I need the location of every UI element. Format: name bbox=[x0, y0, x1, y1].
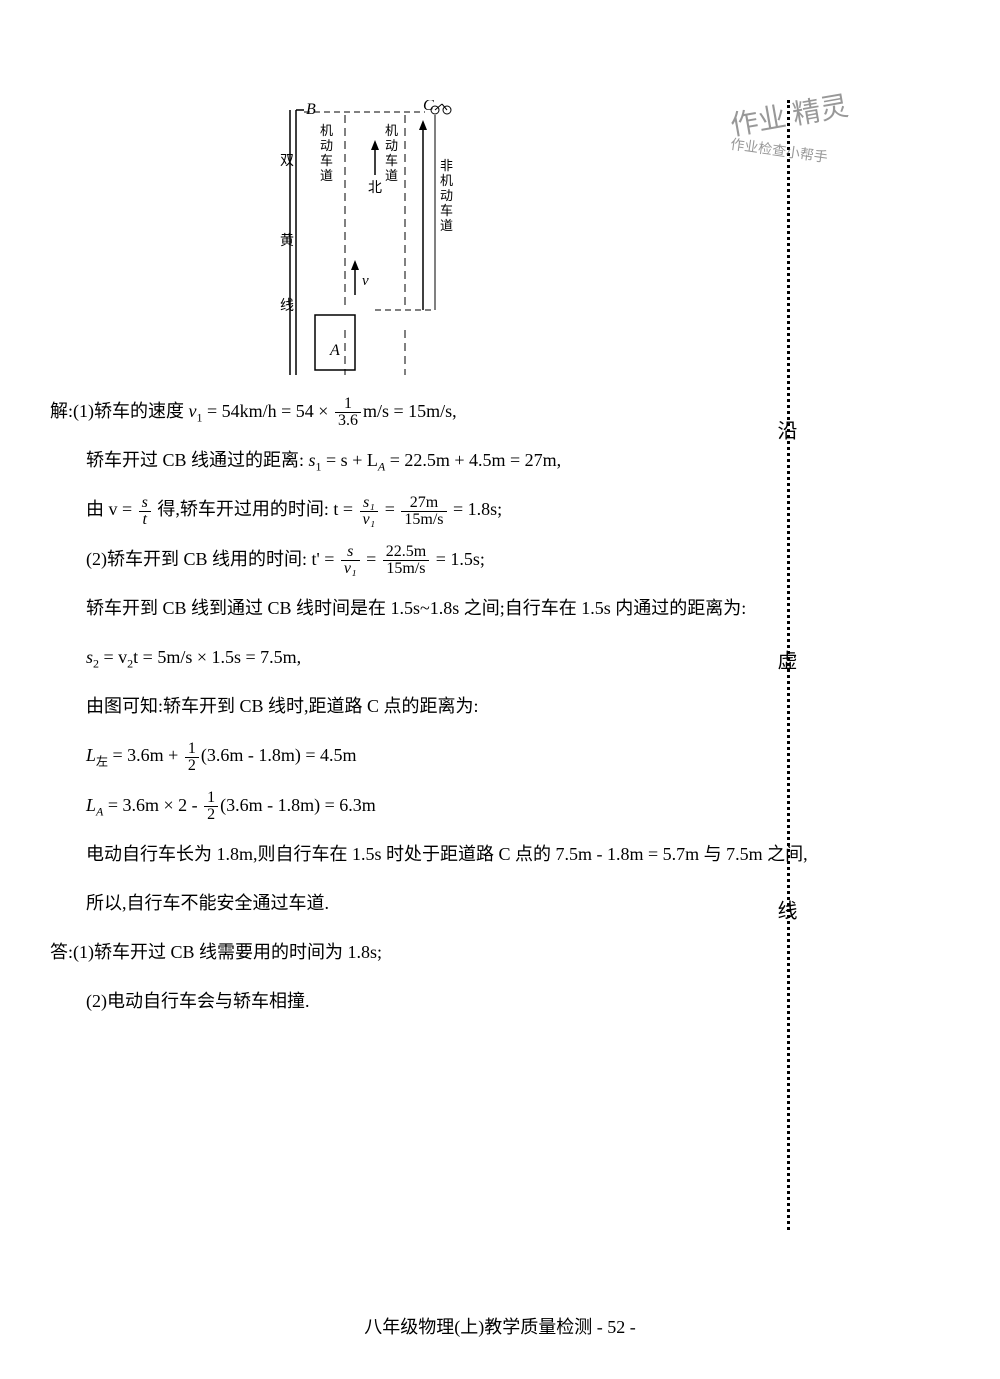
text: (2)电动自行车会与轿车相撞. bbox=[86, 991, 310, 1011]
solution-line-1: 解:(1)轿车的速度 v1 = 54km/h = 54 × 13.6m/s = … bbox=[50, 390, 770, 433]
text: 轿车开到 CB 线到通过 CB 线时间是在 1.5s~1.8s 之间;自行车在 … bbox=[86, 598, 746, 618]
text: = s + L bbox=[322, 450, 378, 470]
text: 答:(1)轿车开过 CB 线需要用的时间为 1.8s; bbox=[50, 942, 382, 962]
var-v: v bbox=[189, 401, 197, 421]
solution-line-3: 由 v = st 得,轿车开过用的时间: t = s₁v₁ = 27m15m/s… bbox=[50, 488, 770, 531]
page-footer: 八年级物理(上)教学质量检测 - 52 - bbox=[0, 1313, 1000, 1339]
svg-text:道: 道 bbox=[440, 218, 453, 233]
sub: 左 bbox=[96, 755, 108, 769]
watermark-sub: 作业检查小帮手 bbox=[729, 133, 851, 170]
text: = 1.5s; bbox=[431, 549, 485, 569]
svg-text:A: A bbox=[329, 342, 340, 359]
svg-text:双: 双 bbox=[280, 153, 294, 169]
fraction: s₁v₁ bbox=[360, 495, 379, 528]
svg-text:北: 北 bbox=[368, 180, 382, 196]
svg-text:动: 动 bbox=[385, 138, 398, 153]
var: L bbox=[86, 745, 96, 765]
fraction: st bbox=[139, 495, 151, 528]
text: 轿车开过 CB 线通过的距离: bbox=[86, 450, 309, 470]
svg-text:动: 动 bbox=[320, 138, 333, 153]
var: L bbox=[86, 795, 96, 815]
watermark-stamp: 作业 精灵 作业检查小帮手 bbox=[730, 100, 850, 220]
text: = 1.8s; bbox=[449, 499, 503, 519]
svg-text:非: 非 bbox=[440, 158, 453, 173]
text: (3.6m - 1.8m) = 4.5m bbox=[201, 745, 357, 765]
svg-text:C: C bbox=[423, 100, 434, 114]
solution-line-8: L左 = 3.6m + 12(3.6m - 1.8m) = 4.5m bbox=[50, 734, 770, 777]
margin-char: 沿 bbox=[771, 420, 800, 440]
solution-line-9: LA = 3.6m × 2 - 12(3.6m - 1.8m) = 6.3m bbox=[50, 784, 770, 827]
text: 由 v = bbox=[86, 499, 137, 519]
text: 电动自行车长为 1.8m,则自行车在 1.5s 时处于距道路 C 点的 7.5m… bbox=[86, 844, 808, 864]
text: = bbox=[380, 499, 399, 519]
margin-char: 线 bbox=[771, 900, 800, 920]
answer-line-1: 答:(1)轿车开过 CB 线需要用的时间为 1.8s; bbox=[50, 931, 770, 974]
fraction: 13.6 bbox=[335, 396, 361, 429]
margin-char: 虚 bbox=[771, 650, 800, 670]
fraction: sv₁ bbox=[341, 544, 360, 577]
svg-text:动: 动 bbox=[440, 188, 453, 203]
solution-line-2: 轿车开过 CB 线通过的距离: s1 = s + LA = 22.5m + 4.… bbox=[50, 439, 770, 482]
svg-text:线: 线 bbox=[280, 298, 294, 314]
svg-text:机: 机 bbox=[440, 173, 453, 188]
solution-line-11: 所以,自行车不能安全通过车道. bbox=[50, 882, 770, 925]
text: t = 5m/s × 1.5s = 7.5m, bbox=[133, 647, 301, 667]
footer-text: 八年级物理(上)教学质量检测 - 52 - bbox=[364, 1317, 635, 1337]
road-diagram: B C A v 北 双 黄 线 机 动 车 道 机 动 车 道 非 机 动 车 … bbox=[280, 100, 480, 380]
solution-content: 解:(1)轿车的速度 v1 = 54km/h = 54 × 13.6m/s = … bbox=[50, 390, 770, 1029]
svg-text:车: 车 bbox=[385, 153, 398, 168]
var-s: s bbox=[309, 450, 316, 470]
text: = 22.5m + 4.5m = 27m, bbox=[385, 450, 561, 470]
fraction: 27m15m/s bbox=[401, 495, 446, 528]
fraction: 22.5m15m/s bbox=[383, 544, 429, 577]
text: = 3.6m + bbox=[108, 745, 183, 765]
text: = v bbox=[99, 647, 127, 667]
text: = 54km/h = 54 × bbox=[203, 401, 333, 421]
svg-text:机: 机 bbox=[385, 123, 398, 138]
text: (3.6m - 1.8m) = 6.3m bbox=[220, 795, 376, 815]
text: m/s = 15m/s, bbox=[363, 401, 457, 421]
page-container: B C A v 北 双 黄 线 机 动 车 道 机 动 车 道 非 机 动 车 … bbox=[0, 0, 1000, 1379]
text: 所以,自行车不能安全通过车道. bbox=[86, 893, 329, 913]
var: s bbox=[86, 647, 93, 667]
text: 由图可知:轿车开到 CB 线时,距道路 C 点的距离为: bbox=[86, 696, 479, 716]
svg-text:黄: 黄 bbox=[280, 232, 294, 249]
text: (2)轿车开到 CB 线用的时间: t' = bbox=[86, 549, 339, 569]
svg-text:v: v bbox=[362, 273, 369, 289]
answer-line-2: (2)电动自行车会与轿车相撞. bbox=[50, 980, 770, 1023]
svg-text:道: 道 bbox=[385, 168, 398, 183]
solution-line-7: 由图可知:轿车开到 CB 线时,距道路 C 点的距离为: bbox=[50, 685, 770, 728]
svg-text:机: 机 bbox=[320, 123, 333, 138]
text: 解:(1)轿车的速度 bbox=[50, 401, 189, 421]
solution-line-6: s2 = v2t = 5m/s × 1.5s = 7.5m, bbox=[50, 636, 770, 679]
svg-text:车: 车 bbox=[320, 153, 333, 168]
solution-line-5: 轿车开到 CB 线到通过 CB 线时间是在 1.5s~1.8s 之间;自行车在 … bbox=[50, 587, 770, 630]
svg-text:车: 车 bbox=[440, 203, 453, 218]
solution-line-4: (2)轿车开到 CB 线用的时间: t' = sv₁ = 22.5m15m/s … bbox=[50, 538, 770, 581]
svg-text:B: B bbox=[306, 101, 316, 118]
text: 得,轿车开过用的时间: t = bbox=[153, 499, 358, 519]
fraction: 12 bbox=[204, 790, 218, 823]
fraction: 12 bbox=[185, 741, 199, 774]
text: = 3.6m × 2 - bbox=[103, 795, 202, 815]
svg-text:道: 道 bbox=[320, 168, 333, 183]
solution-line-10: 电动自行车长为 1.8m,则自行车在 1.5s 时处于距道路 C 点的 7.5m… bbox=[50, 833, 770, 876]
text: = bbox=[362, 549, 381, 569]
